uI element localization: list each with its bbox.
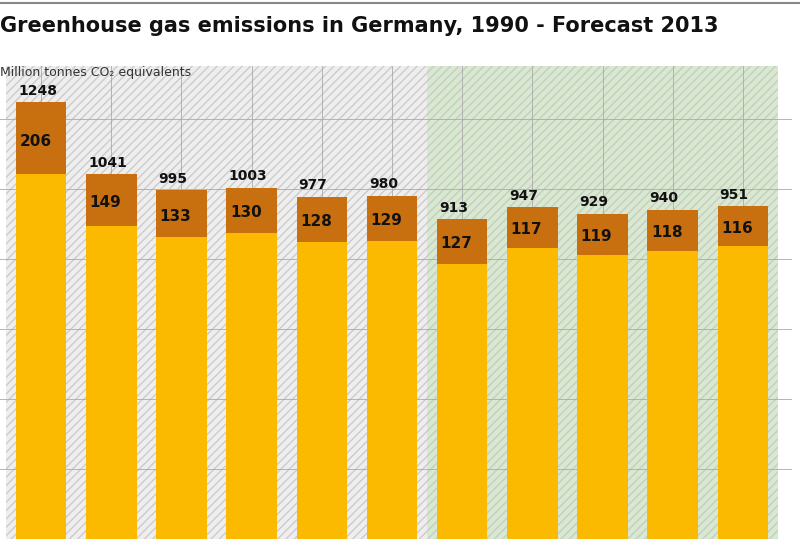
Bar bbox=[86, 174, 137, 227]
Text: 119: 119 bbox=[581, 229, 612, 244]
Text: 977: 977 bbox=[298, 179, 327, 192]
Bar bbox=[226, 233, 277, 539]
Bar bbox=[437, 263, 487, 539]
Bar bbox=[647, 251, 698, 539]
Bar bbox=[578, 255, 628, 539]
Bar bbox=[16, 102, 66, 174]
Text: 940: 940 bbox=[650, 191, 678, 206]
Bar bbox=[86, 227, 137, 539]
Bar bbox=[156, 237, 206, 539]
Bar bbox=[297, 241, 347, 539]
Text: 206: 206 bbox=[19, 134, 51, 149]
Text: 947: 947 bbox=[509, 189, 538, 203]
Text: 1003: 1003 bbox=[229, 169, 267, 183]
Bar bbox=[718, 246, 768, 539]
Text: Greenhouse gas emissions in Germany, 1990 - Forecast 2013: Greenhouse gas emissions in Germany, 199… bbox=[0, 16, 718, 36]
Text: 116: 116 bbox=[721, 221, 753, 235]
Text: 1041: 1041 bbox=[88, 156, 127, 170]
Text: 1248: 1248 bbox=[18, 84, 57, 97]
Bar bbox=[16, 174, 66, 539]
Text: 913: 913 bbox=[439, 201, 468, 215]
Bar bbox=[507, 248, 558, 539]
Bar bbox=[297, 197, 347, 241]
Text: 118: 118 bbox=[651, 225, 682, 240]
Text: 117: 117 bbox=[510, 222, 542, 237]
Bar bbox=[427, 66, 778, 539]
Text: 133: 133 bbox=[160, 208, 191, 223]
Bar bbox=[156, 190, 206, 237]
Text: 128: 128 bbox=[300, 214, 332, 229]
Text: 127: 127 bbox=[441, 236, 472, 251]
Bar bbox=[427, 66, 778, 539]
Text: 929: 929 bbox=[579, 195, 608, 210]
Bar bbox=[578, 213, 628, 255]
Text: 951: 951 bbox=[720, 188, 749, 202]
Text: 980: 980 bbox=[369, 178, 398, 191]
Text: 130: 130 bbox=[230, 205, 262, 220]
Bar bbox=[507, 207, 558, 248]
Text: Million tonnes CO₂ equivalents: Million tonnes CO₂ equivalents bbox=[0, 66, 191, 79]
Bar bbox=[718, 206, 768, 246]
Text: 149: 149 bbox=[90, 195, 122, 211]
Text: 995: 995 bbox=[158, 172, 187, 186]
Bar bbox=[647, 210, 698, 251]
Text: 129: 129 bbox=[370, 213, 402, 228]
Bar bbox=[366, 196, 418, 241]
Bar bbox=[366, 241, 418, 539]
Bar bbox=[226, 188, 277, 233]
Bar bbox=[437, 219, 487, 263]
